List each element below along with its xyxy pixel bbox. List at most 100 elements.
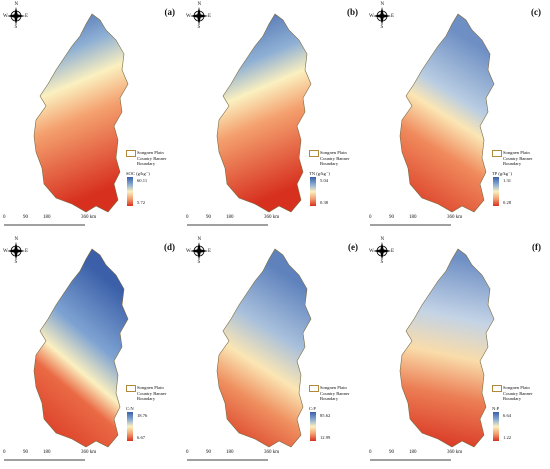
scale-tick: 0 <box>186 215 189 220</box>
legend-line1: Songnen Plain <box>320 150 347 155</box>
legend-high: 5.04 <box>320 178 329 183</box>
scale-tick: 360 km <box>81 215 97 220</box>
cp-map <box>216 248 312 448</box>
legend-low: 12.99 <box>320 435 331 440</box>
scale-tick: 0 <box>369 450 372 455</box>
scale-tick: 0 <box>369 215 372 220</box>
boundary-swatch <box>492 385 502 392</box>
boundary-swatch <box>492 150 502 157</box>
compass-icon: N S W E <box>369 2 395 30</box>
scale-tick: 180 <box>409 215 417 220</box>
panel-label: (d) <box>164 242 175 252</box>
legend-variable: SOC (g/kg⁻) <box>126 171 150 176</box>
compass-icon: N S W E <box>3 2 29 30</box>
scale-tick: 90 <box>23 450 28 455</box>
panel-label: (f) <box>532 242 541 252</box>
scale-bar: 0 90 180 360 km <box>186 450 282 464</box>
map-panel-a: N S W E (a) Songnen Plain Country Banner… <box>0 0 183 234</box>
legend-variable: TP (g/kg⁻) <box>492 171 512 176</box>
panel-label: (e) <box>348 242 358 252</box>
legend-line2: Country Banner <box>320 155 350 161</box>
scale-tick: 90 <box>23 215 28 220</box>
legend-line2: Country Banner <box>137 390 167 396</box>
legend-high: 18.76 <box>137 413 148 418</box>
legend-line1: Songnen Plain <box>320 385 347 390</box>
compass-icon: N S W E <box>186 237 212 265</box>
scale-tick: 180 <box>43 215 51 220</box>
legend-low: 1.22 <box>503 435 512 440</box>
color-ramp <box>493 177 499 206</box>
map-legend: Songnen Plain Country Banner Boundary N:… <box>492 385 550 445</box>
legend-variable: TN (g/kg⁻) <box>309 171 330 176</box>
scale-tick: 90 <box>206 450 211 455</box>
compass-e: E <box>391 13 395 19</box>
scale-tick: 360 km <box>447 215 463 220</box>
compass-s: S <box>14 260 18 265</box>
map-panel-b: N S W E (b) Songnen Plain Country Banner… <box>183 0 366 234</box>
legend-low: 0.38 <box>320 200 329 205</box>
legend-low: 0.28 <box>503 200 512 205</box>
color-ramp <box>310 177 316 206</box>
boundary-swatch <box>126 150 136 157</box>
compass-s: S <box>197 260 201 265</box>
legend-line2: Country Banner <box>503 390 533 396</box>
legend-variable: C:P <box>309 406 316 411</box>
compass-n: N <box>197 237 202 242</box>
compass-w: W <box>186 248 191 254</box>
compass-e: E <box>391 248 395 254</box>
boundary-swatch <box>309 385 319 392</box>
panel-label: (c) <box>531 7 541 17</box>
legend-line3: Boundary <box>320 161 339 166</box>
map-legend: Songnen Plain Country Banner Boundary C:… <box>126 385 184 445</box>
scale-tick: 180 <box>226 450 234 455</box>
np-map <box>399 248 495 448</box>
color-ramp <box>493 412 499 441</box>
legend-high: 85.62 <box>320 413 331 418</box>
tp-map <box>399 13 495 213</box>
legend-high: 60.11 <box>137 178 148 183</box>
tn-map <box>216 13 312 213</box>
legend-line2: Country Banner <box>320 390 350 396</box>
legend-line3: Boundary <box>503 161 522 166</box>
compass-e: E <box>208 248 212 254</box>
compass-s: S <box>14 25 18 30</box>
compass-s: S <box>380 25 384 30</box>
compass-n: N <box>380 2 385 7</box>
scale-tick: 180 <box>409 450 417 455</box>
compass-icon: N S W E <box>3 237 29 265</box>
soc-map <box>33 13 129 213</box>
compass-w: W <box>369 13 374 19</box>
boundary-swatch <box>309 150 319 157</box>
scale-bar: 0 90 180 360 km <box>3 450 99 464</box>
compass-w: W <box>3 248 8 254</box>
legend-variable: N:P <box>492 406 500 411</box>
scale-tick: 180 <box>43 450 51 455</box>
legend-high: 1.31 <box>503 178 512 183</box>
legend-line1: Songnen Plain <box>503 150 530 155</box>
map-panel-f: N S W E (f) Songnen Plain Country Banner… <box>366 235 549 469</box>
legend-low: 6.67 <box>137 435 146 440</box>
scale-tick: 360 km <box>264 450 280 455</box>
compass-n: N <box>197 2 202 7</box>
scale-bar: 0 90 180 360 km <box>3 215 99 229</box>
compass-w: W <box>369 248 374 254</box>
legend-line3: Boundary <box>137 396 156 401</box>
color-ramp <box>310 412 316 441</box>
scale-tick: 360 km <box>264 215 280 220</box>
legend-line2: Country Banner <box>137 155 167 161</box>
compass-icon: N S W E <box>369 237 395 265</box>
scale-tick: 0 <box>186 450 189 455</box>
compass-n: N <box>14 237 19 242</box>
cn-map <box>33 248 129 448</box>
compass-e: E <box>208 13 212 19</box>
color-ramp <box>127 177 133 206</box>
compass-w: W <box>3 13 8 19</box>
map-panel-d: N S W E (d) Songnen Plain Country Banner… <box>0 235 183 469</box>
scale-tick: 360 km <box>81 450 97 455</box>
compass-s: S <box>380 260 384 265</box>
boundary-swatch <box>126 385 136 392</box>
legend-variable: C:N <box>126 406 134 411</box>
panel-label: (a) <box>164 7 176 17</box>
scale-tick: 90 <box>389 215 394 220</box>
map-panel-c: N S W E (c) Songnen Plain Country Banner… <box>366 0 549 234</box>
